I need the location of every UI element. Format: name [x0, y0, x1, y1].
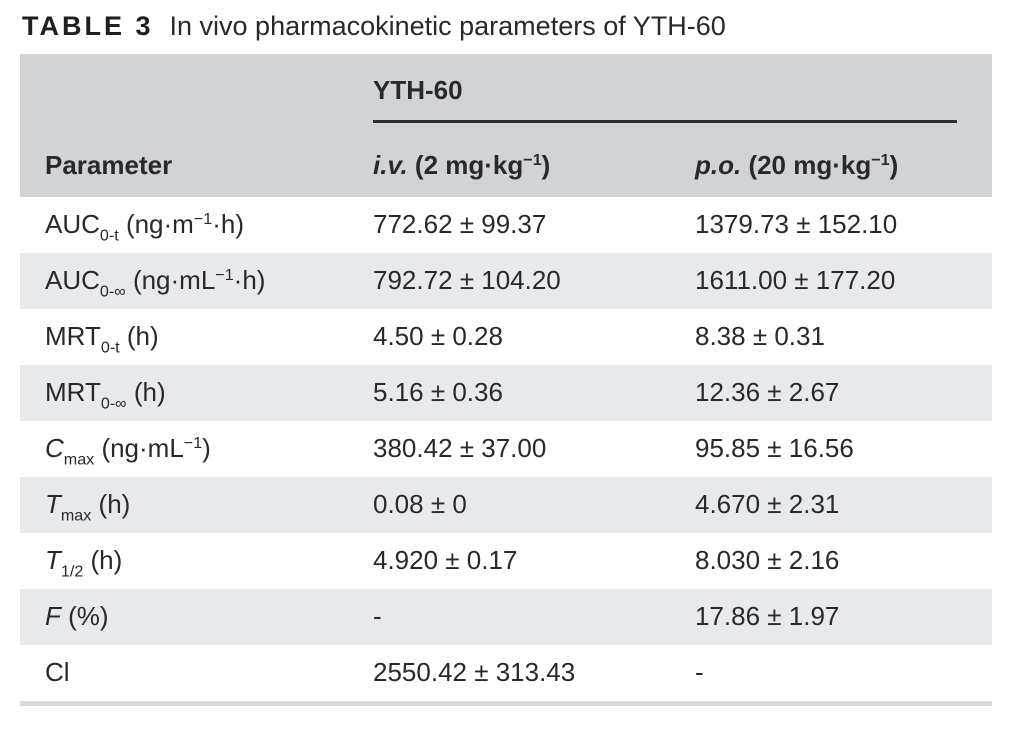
iv-cell: 772.62 ± 99.37	[373, 209, 547, 240]
param-cell: Tmax (h)	[45, 489, 131, 525]
table-row: AUC0-t (ng·m−1·h) 772.62 ± 99.37 1379.73 ±…	[20, 197, 992, 254]
table-row: Cmax (ng·mL−1) 380.42 ± 37.00 95.85 ± 16.5…	[20, 421, 992, 478]
column-header-row: Parameter i.v. (2 mg·kg−1) p.o. (20 mg·k…	[45, 123, 992, 197]
po-cell: 95.85 ± 16.56	[695, 433, 854, 464]
param-cell: T1/2 (h)	[45, 545, 123, 581]
table-caption: TABLE 3 In vivo pharmacokinetic parameter…	[22, 10, 1019, 42]
po-cell: 8.38 ± 0.31	[695, 321, 825, 352]
iv-cell: 0.08 ± 0	[373, 489, 467, 520]
table-caption-tag: TABLE 3	[22, 11, 154, 41]
iv-cell: 4.920 ± 0.17	[373, 545, 518, 576]
iv-cell: 4.50 ± 0.28	[373, 321, 503, 352]
po-cell: 8.030 ± 2.16	[695, 545, 840, 576]
group-header-yth60: YTH-60	[373, 75, 463, 106]
group-header-row: YTH-60	[45, 54, 992, 124]
table-row: F (%) - 17.86 ± 1.97	[20, 589, 992, 646]
group-header-cell: YTH-60	[373, 75, 992, 124]
po-cell: 1379.73 ± 152.10	[695, 209, 898, 240]
pk-table: YTH-60 Parameter i.v. (2 mg·kg−1) p.o. (…	[20, 54, 992, 707]
po-cell: 12.36 ± 2.67	[695, 377, 840, 408]
param-cell: MRT0-t (h)	[45, 321, 159, 357]
po-cell: 17.86 ± 1.97	[695, 601, 840, 632]
col-header-iv: i.v. (2 mg·kg−1)	[373, 150, 551, 181]
table-row: Tmax (h) 0.08 ± 0 4.670 ± 2.31	[20, 477, 992, 534]
table-row: MRT0-∞ (h) 5.16 ± 0.36 12.36 ± 2.67	[20, 365, 992, 422]
param-cell: MRT0-∞ (h)	[45, 377, 166, 413]
iv-cell: 380.42 ± 37.00	[373, 433, 547, 464]
table-row: AUC0-∞ (ng·mL−1·h) 792.72 ± 104.20 1611.00…	[20, 253, 992, 310]
group-header-spacer	[45, 76, 373, 123]
iv-cell: 5.16 ± 0.36	[373, 377, 503, 408]
po-cell: 4.670 ± 2.31	[695, 489, 840, 520]
table-row: Cl 2550.42 ± 313.43 -	[20, 645, 992, 702]
param-cell: AUC0-∞ (ng·mL−1·h)	[45, 265, 266, 301]
table-caption-text: In vivo pharmacokinetic parameters of YT…	[169, 11, 726, 41]
param-cell: Cmax (ng·mL−1)	[45, 433, 211, 469]
table-bottom-rule	[20, 701, 992, 707]
col-header-po: p.o. (20 mg·kg−1)	[695, 150, 899, 181]
po-cell: -	[695, 657, 704, 688]
group-header-rule	[373, 120, 957, 124]
table-header: YTH-60 Parameter i.v. (2 mg·kg−1) p.o. (…	[20, 54, 992, 198]
table-body: AUC0-t (ng·m−1·h) 772.62 ± 99.37 1379.73 ±…	[20, 197, 992, 702]
param-cell: F (%)	[45, 601, 109, 632]
col-header-parameter: Parameter	[45, 150, 173, 181]
param-cell: AUC0-t (ng·m−1·h)	[45, 209, 244, 245]
param-cell: Cl	[45, 657, 70, 688]
iv-cell: 2550.42 ± 313.43	[373, 657, 576, 688]
iv-cell: -	[373, 601, 382, 632]
table-row: T1/2 (h) 4.920 ± 0.17 8.030 ± 2.16	[20, 533, 992, 590]
po-cell: 1611.00 ± 177.20	[695, 265, 896, 296]
table-row: MRT0-t (h) 4.50 ± 0.28 8.38 ± 0.31	[20, 309, 992, 366]
table-figure: TABLE 3 In vivo pharmacokinetic parameter…	[0, 10, 1019, 707]
iv-cell: 792.72 ± 104.20	[373, 265, 561, 296]
